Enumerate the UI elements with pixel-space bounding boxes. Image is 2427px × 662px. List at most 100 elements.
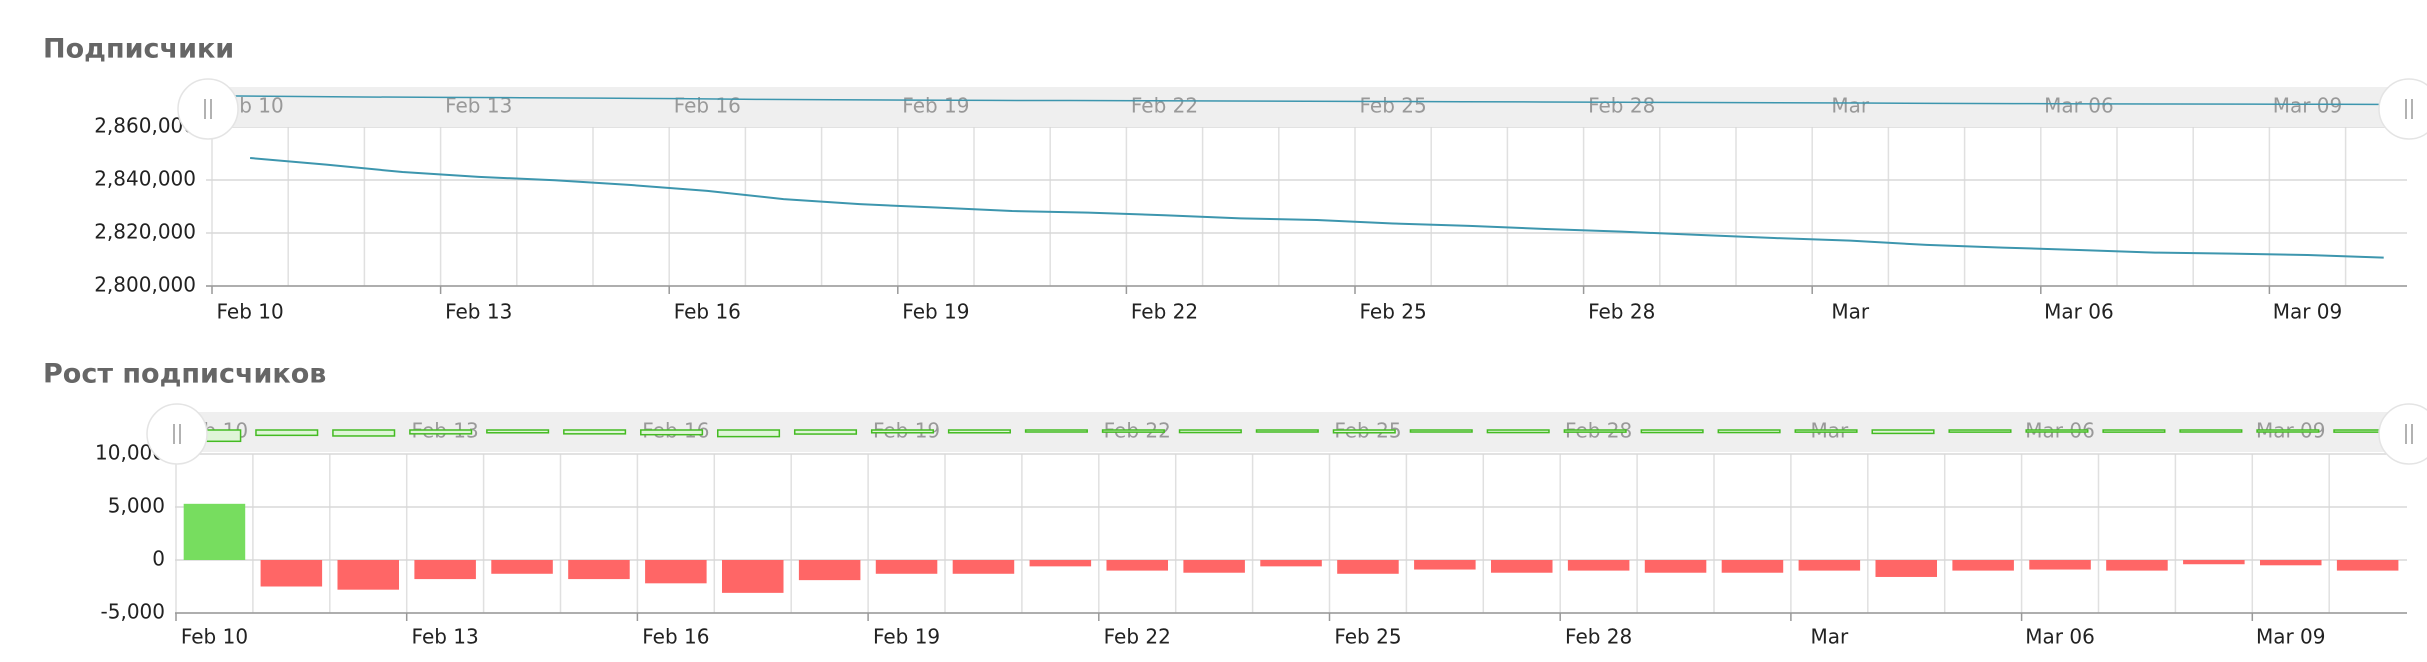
navigator-bar xyxy=(793,429,858,435)
navigator-bar xyxy=(1563,429,1627,433)
bar xyxy=(183,503,246,560)
chart-title: Подписчики xyxy=(43,34,234,65)
navigator-handle xyxy=(177,78,239,140)
bar xyxy=(1414,560,1476,570)
navigator-bar xyxy=(486,429,550,434)
x-tick-label: Mar 09 xyxy=(2273,300,2343,324)
navigator-bar xyxy=(1486,429,1550,434)
navigator-bar xyxy=(1024,429,1088,433)
x-tick-label: Feb 16 xyxy=(674,300,741,324)
navigator-bar xyxy=(2179,429,2243,433)
bar xyxy=(2183,560,2245,565)
navigator-bar xyxy=(717,429,781,438)
x-tick-label: Feb 25 xyxy=(1359,300,1426,324)
navigator-label: Feb 28 xyxy=(1588,94,1655,118)
bar xyxy=(491,560,553,574)
x-tick-label: Mar 06 xyxy=(2044,300,2114,324)
x-tick-label: Mar 09 xyxy=(2256,625,2326,649)
bar xyxy=(1644,560,1707,573)
navigator-label: Mar 09 xyxy=(2273,94,2343,118)
bar xyxy=(721,560,784,593)
navigator-bar xyxy=(332,429,396,437)
navigator-bar xyxy=(1948,429,2012,433)
navigator-label: Mar xyxy=(1831,94,1870,118)
bar xyxy=(645,560,707,584)
x-tick-label: Feb 28 xyxy=(1565,625,1632,649)
navigator-bar xyxy=(1717,429,1781,434)
bar xyxy=(260,560,323,587)
navigator-bar xyxy=(1178,429,1242,434)
bar xyxy=(1721,560,1784,573)
navigator-handle xyxy=(2378,403,2427,465)
y-tick-label: 2,840,000 xyxy=(94,167,196,191)
x-tick-label: Feb 22 xyxy=(1104,625,1171,649)
navigator-handle xyxy=(2378,78,2427,140)
x-tick-label: Feb 10 xyxy=(216,300,283,324)
bar xyxy=(1183,560,1245,573)
x-tick-label: Feb 19 xyxy=(873,625,940,649)
navigator-bar xyxy=(1640,429,1704,434)
navigator-bar xyxy=(640,429,704,436)
x-tick-label: Feb 13 xyxy=(412,625,479,649)
bar xyxy=(875,560,938,574)
bar xyxy=(1798,560,1861,571)
navigator-bar xyxy=(1794,429,1858,433)
x-tick-label: Feb 22 xyxy=(1131,300,1198,324)
bar xyxy=(1875,560,1938,577)
navigator-label: Feb 25 xyxy=(1359,94,1426,118)
bar xyxy=(2106,560,2168,571)
navigator-bar xyxy=(947,429,1011,434)
bar xyxy=(1490,560,1553,573)
bar xyxy=(1106,560,1169,571)
navigator-bar xyxy=(1332,429,1396,434)
navigator-bar xyxy=(563,429,627,435)
navigator-label: Feb 22 xyxy=(1131,94,1198,118)
bar xyxy=(568,560,630,580)
x-tick-label: Feb 28 xyxy=(1588,300,1655,324)
bar xyxy=(414,560,476,580)
bar xyxy=(952,560,1015,574)
x-tick-label: Feb 25 xyxy=(1334,625,1401,649)
bar xyxy=(2029,560,2091,570)
navigator-line xyxy=(205,94,2408,106)
navigator-label: Feb 19 xyxy=(902,94,969,118)
navigator-bar xyxy=(870,429,935,434)
navigator-handle xyxy=(146,403,208,465)
navigator-bar xyxy=(1871,429,1935,435)
y-tick-label: 2,820,000 xyxy=(94,220,196,244)
bar xyxy=(798,560,861,581)
x-tick-label: Mar xyxy=(1831,300,1870,324)
bar xyxy=(1260,560,1322,567)
navigator-label: Feb 16 xyxy=(674,94,741,118)
bar xyxy=(1029,560,1092,567)
chart-title: Рост подписчиков xyxy=(43,359,326,390)
navigator-bar xyxy=(1255,429,1319,433)
navigator-bar xyxy=(2102,429,2166,433)
bar xyxy=(337,560,400,590)
line-series xyxy=(250,157,2384,259)
bar xyxy=(1952,560,2014,571)
y-tick-label: -5,000 xyxy=(101,600,165,624)
x-tick-label: Feb 13 xyxy=(445,300,512,324)
navigator-bar xyxy=(255,429,319,437)
bar xyxy=(2336,560,2399,571)
navigator-bar xyxy=(1101,429,1165,433)
navigator-label: Mar 06 xyxy=(2044,94,2114,118)
y-tick-label: 2,800,000 xyxy=(94,273,196,297)
y-tick-label: 5,000 xyxy=(108,494,165,518)
navigator-bar xyxy=(2256,429,2320,433)
navigator-bar xyxy=(2025,429,2089,433)
x-tick-label: Mar xyxy=(1810,625,1849,649)
x-tick-label: Feb 10 xyxy=(181,625,248,649)
x-tick-label: Feb 16 xyxy=(642,625,709,649)
bar xyxy=(2259,560,2322,566)
navigator-band xyxy=(206,87,2427,127)
y-tick-label: 0 xyxy=(152,547,165,571)
navigator-bar xyxy=(409,429,473,435)
bar xyxy=(1337,560,1399,574)
x-tick-label: Feb 19 xyxy=(902,300,969,324)
x-tick-label: Mar 06 xyxy=(2025,625,2095,649)
navigator-bar xyxy=(1409,429,1473,433)
bar xyxy=(1567,560,1630,571)
